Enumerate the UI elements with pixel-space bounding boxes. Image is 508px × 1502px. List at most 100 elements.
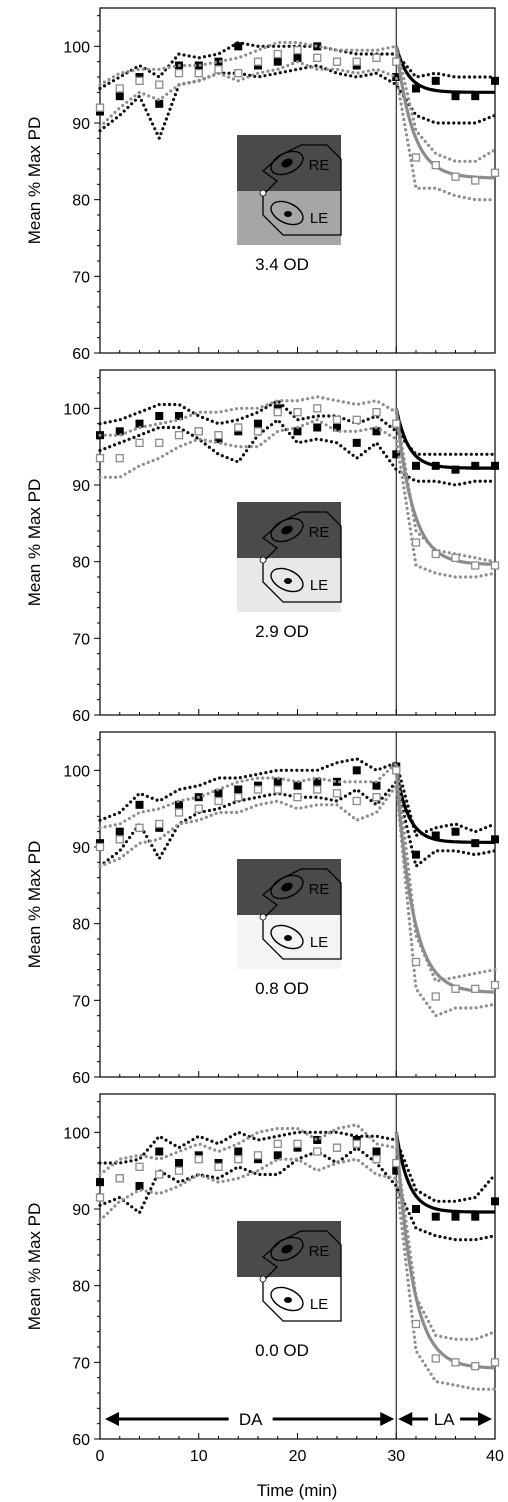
data-point [313, 1147, 322, 1156]
x-axis-title: Time (min) [257, 1481, 338, 1500]
fit-curve [394, 770, 496, 994]
data-point [451, 1212, 460, 1221]
data-point [372, 53, 381, 62]
data-point [491, 1197, 499, 1206]
stimulus-diagram: RE LE 0.8 OD [237, 859, 342, 998]
data-point [174, 431, 184, 440]
series-gray [95, 395, 500, 579]
data-point [214, 796, 223, 806]
left-eye-icon [270, 1286, 304, 1312]
data-point [234, 1147, 243, 1156]
ci-upper-line [98, 1130, 497, 1203]
y-tick-label: 80 [72, 917, 90, 934]
data-point [451, 92, 460, 101]
y-tick-label: 90 [72, 1202, 90, 1219]
data-point [352, 766, 361, 775]
data-point [392, 57, 401, 66]
data-point [174, 69, 184, 78]
data-point [253, 785, 263, 794]
data-point [451, 172, 460, 181]
stimulus-diagram: RE LE 0.0 OD [237, 1221, 342, 1360]
ci-upper-line [98, 759, 497, 984]
data-point [214, 57, 223, 66]
series-dark [96, 757, 499, 869]
data-point [372, 427, 381, 436]
right-pupil-icon [281, 1244, 293, 1254]
y-axis-title: Mean % Max PD [25, 841, 44, 969]
data-point [293, 46, 302, 55]
dark-adapt-arrow-right-head [380, 1412, 395, 1426]
data-point [254, 419, 262, 428]
data-point [135, 1182, 144, 1190]
data-point [135, 438, 144, 447]
data-point [155, 412, 164, 420]
data-point [135, 1162, 144, 1171]
ear-marker [259, 1275, 267, 1283]
data-point [471, 984, 480, 993]
data-point [431, 76, 440, 85]
data-point [451, 465, 460, 474]
data-point [451, 827, 460, 836]
filter-density-label: 0.8 OD [255, 979, 309, 998]
left-eye-filter-box [237, 1277, 341, 1331]
data-point [313, 404, 322, 413]
data-point [293, 793, 302, 802]
data-point [273, 1139, 282, 1148]
y-tick-label: 70 [72, 631, 90, 648]
series-gray [95, 1122, 500, 1391]
data-point [194, 804, 203, 813]
y-tick-label: 80 [72, 555, 90, 572]
y-axis-title: Mean % Max PD [25, 1203, 44, 1331]
data-point [115, 454, 124, 463]
y-tick-label: 90 [72, 478, 90, 495]
data-point [293, 408, 302, 417]
data-point [214, 789, 223, 798]
data-point [332, 789, 342, 798]
re-label: RE [309, 524, 330, 541]
data-point [175, 412, 183, 420]
data-point [234, 1155, 243, 1164]
left-pupil-icon [284, 1297, 292, 1303]
data-point [451, 553, 460, 562]
data-point [115, 92, 124, 101]
left-eye-filter-box [237, 191, 341, 245]
data-point [234, 69, 243, 78]
data-point [273, 408, 282, 417]
data-point [490, 168, 500, 177]
data-point [293, 781, 302, 790]
data-point [234, 42, 243, 51]
data-point [372, 408, 381, 417]
la-label-bg [428, 1408, 461, 1430]
panel-1: 60 70 80 90 100 Mean % Max PD RE LE 3.4 OD [25, 7, 500, 363]
data-point [431, 161, 440, 170]
data-point [392, 766, 401, 775]
y-axis-title: Mean % Max PD [25, 117, 44, 245]
head-outline [261, 144, 342, 236]
data-point [234, 785, 243, 794]
y-tick-label: 100 [63, 1125, 90, 1142]
x-tick-label: 10 [190, 1448, 208, 1465]
y-axis-title: Mean % Max PD [25, 479, 44, 607]
y-tick-label: 60 [72, 346, 90, 363]
data-point [471, 176, 480, 185]
le-label: LE [310, 1296, 328, 1313]
data-point [431, 992, 440, 1001]
data-point [411, 1319, 421, 1329]
data-point [155, 80, 164, 89]
left-eye-icon [270, 200, 304, 226]
ci-upper-line [98, 757, 497, 838]
data-point [115, 427, 124, 436]
light-adapt-arrow-right-head [478, 1412, 492, 1426]
data-point [352, 796, 361, 806]
ci-upper-line [98, 40, 497, 163]
data-point [411, 538, 421, 547]
data-point [273, 57, 282, 66]
right-eye-icon [270, 874, 304, 900]
y-tick-label: 70 [72, 993, 90, 1010]
data-point [431, 461, 440, 470]
ear-marker [259, 913, 267, 921]
data-point [490, 561, 500, 570]
data-point [135, 76, 144, 85]
data-point [313, 423, 322, 432]
data-point [412, 84, 420, 93]
